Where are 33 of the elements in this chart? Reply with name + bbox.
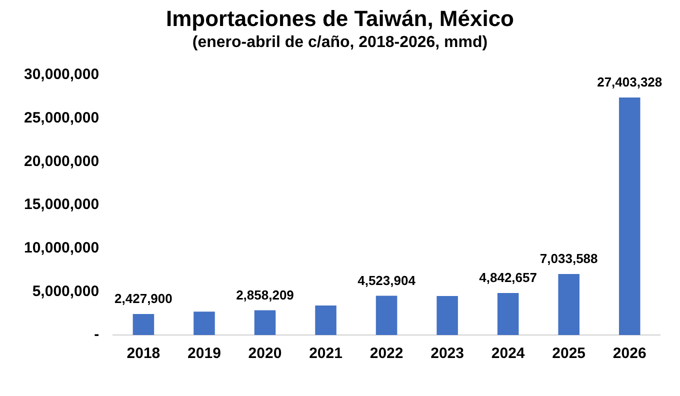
bar	[132, 314, 154, 335]
chart-subtitle: (enero-abril de c/año, 2018-2026, mmd)	[191, 34, 489, 52]
bar	[194, 312, 215, 335]
x-tick-label: 2019	[188, 345, 221, 362]
y-tick-label: 15,000,000	[24, 196, 100, 214]
data-label: 4,523,904	[358, 272, 416, 288]
y-tick-label: -	[94, 326, 100, 344]
bar	[558, 274, 580, 335]
y-tick-label: 5,000,000	[32, 282, 100, 300]
y-tick-label: 20,000,000	[24, 152, 100, 170]
x-tick-label: 2022	[370, 345, 404, 362]
x-tick-label: 2024	[491, 345, 526, 362]
bar	[436, 296, 458, 335]
x-tick-label: 2026	[612, 345, 646, 362]
bar	[254, 310, 276, 335]
x-tick-label: 2023	[430, 345, 464, 362]
y-tick-label: 10,000,000	[24, 239, 100, 256]
data-label: 4,842,657	[479, 270, 537, 286]
data-label: 2,427,900	[114, 291, 172, 306]
x-tick-label: 2018	[126, 345, 160, 362]
x-tick-label: 2020	[248, 345, 282, 362]
y-tick-label: 30,000,000	[24, 66, 100, 84]
chart-title: Importaciones de Taiwán, México	[164, 6, 515, 32]
y-tick-label: 25,000,000	[24, 109, 100, 126]
x-tick-label: 2025	[552, 345, 586, 362]
bar	[618, 98, 640, 335]
bar	[376, 296, 398, 335]
data-label: 7,033,588	[540, 251, 598, 266]
data-label: 27,403,328	[597, 74, 662, 90]
bar	[497, 293, 519, 335]
bar	[315, 306, 336, 335]
x-tick-label: 2021	[309, 345, 342, 362]
data-label: 2,858,209	[236, 287, 294, 302]
